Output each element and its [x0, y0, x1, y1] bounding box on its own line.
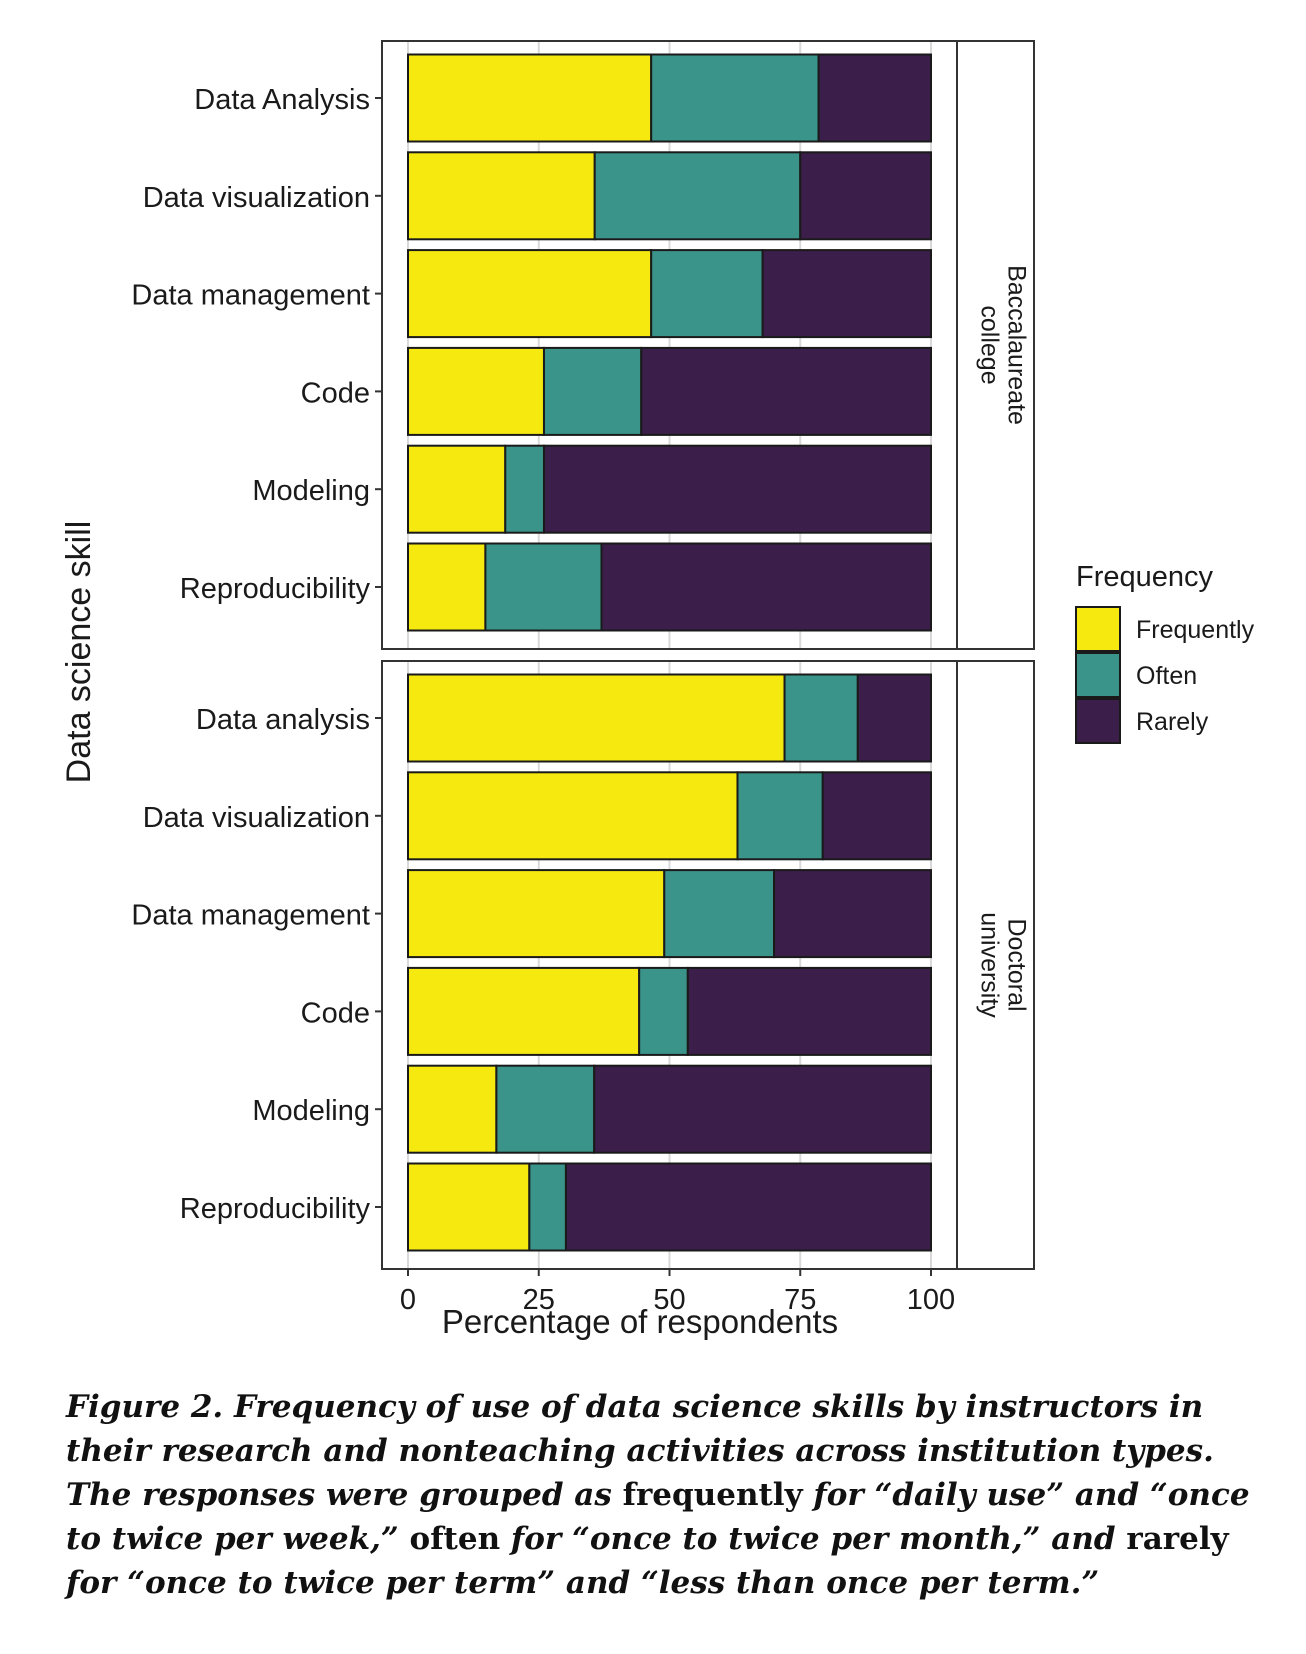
facet-label-line-2: college — [976, 305, 1004, 384]
caption-term-frequently: frequently — [622, 1477, 803, 1513]
bar-segment-rarely — [600, 542, 932, 632]
bar-segment-rarely — [542, 444, 932, 534]
bar-segment-rarely — [821, 771, 933, 861]
bar-segment-rarely — [856, 673, 933, 763]
y-tick-label: Reproducibility — [180, 573, 371, 605]
panel-1: Data Analysis Data visualization Data mana… — [131, 40, 1035, 650]
facet-label-line-1: Baccalaureate — [1003, 265, 1031, 425]
bar-segment-frequently — [407, 1162, 531, 1252]
x-tick-label: 50 — [653, 1284, 685, 1316]
legend-label-frequently: Frequently — [1136, 616, 1255, 644]
x-axis: 0 25 50 75 100 — [400, 1269, 955, 1316]
y-tick-label: Data Analysis — [194, 84, 370, 116]
bar-segment-frequently — [407, 346, 545, 436]
y-tick-label: Code — [301, 997, 370, 1029]
bar-segment-often — [542, 346, 643, 436]
x-tick-label: 25 — [523, 1284, 555, 1316]
y-tick-label: Data visualization — [143, 802, 370, 834]
bar-segment-often — [650, 249, 764, 339]
facet-label-line-2: university — [976, 912, 1004, 1018]
facet-strip — [956, 660, 1035, 1270]
bar-segment-frequently — [407, 53, 653, 143]
bar-segment-frequently — [407, 151, 596, 241]
bar-segment-rarely — [564, 1162, 932, 1252]
y-tick-label: Data management — [131, 280, 370, 312]
bar-segment-frequently — [407, 542, 487, 632]
bar-segment-frequently — [407, 771, 739, 861]
bar-segment-rarely — [686, 966, 932, 1056]
caption-term-often: often — [409, 1521, 501, 1557]
y-axis-title: Data science skill — [60, 521, 98, 784]
bar-segment-often — [783, 673, 859, 763]
legend-title: Frequency — [1076, 561, 1214, 593]
y-tick-label: Data analysis — [196, 704, 370, 736]
bar-segment-rarely — [799, 151, 932, 241]
bar-segment-frequently — [407, 1064, 498, 1154]
x-tick-label: 100 — [907, 1284, 955, 1316]
bar-segment-rarely — [761, 249, 932, 339]
bar-segment-often — [663, 869, 776, 959]
legend: Frequency Frequently Often Rarely — [1075, 561, 1255, 744]
x-tick-label: 0 — [400, 1284, 416, 1316]
caption-part-3: for “once to twice per month,” and — [500, 1521, 1127, 1557]
y-tick-label: Data visualization — [143, 182, 370, 214]
x-tick-label: 75 — [784, 1284, 816, 1316]
legend-swatch-frequently — [1075, 606, 1121, 652]
bar-segment-rarely — [773, 869, 932, 959]
legend-swatch-often — [1075, 652, 1121, 698]
facet-strip — [956, 40, 1035, 650]
caption-part-4: for “once to twice per term” and “less t… — [66, 1565, 1100, 1601]
bar-segment-often — [528, 1162, 567, 1252]
legend-swatch-rarely — [1075, 698, 1121, 744]
figure-caption: Figure 2. Frequency of use of data scien… — [66, 1385, 1256, 1605]
bar-segment-rarely — [817, 53, 932, 143]
y-tick-label: Data management — [131, 900, 370, 932]
chart: Data science skill Data Analysis Data vis… — [60, 40, 1255, 1340]
bar-segment-frequently — [407, 444, 507, 534]
y-tick-label: Code — [301, 377, 370, 409]
y-tick-label: Modeling — [252, 1095, 370, 1127]
caption-part-1: Figure 2. Frequency of use of data scien… — [66, 1389, 1214, 1513]
legend-label-often: Often — [1136, 662, 1197, 690]
bar-segment-frequently — [407, 869, 666, 959]
bar-segment-frequently — [407, 966, 641, 1056]
bar-segment-often — [593, 151, 802, 241]
bar-segment-frequently — [407, 249, 653, 339]
bar-segment-often — [495, 1064, 596, 1154]
bar-segment-often — [504, 444, 545, 534]
bar-segment-often — [484, 542, 603, 632]
bar-segment-often — [638, 966, 689, 1056]
y-tick-label: Reproducibility — [180, 1193, 371, 1225]
bar-segment-frequently — [407, 673, 786, 763]
bar-segment-often — [736, 771, 824, 861]
bar-segment-rarely — [593, 1064, 932, 1154]
x-axis-title: Percentage of respondents — [442, 1303, 838, 1340]
y-tick-label: Modeling — [252, 475, 370, 507]
caption-term-rarely: rarely — [1126, 1521, 1229, 1557]
caption-part-2: for “daily use” and “once to twice per w… — [66, 1477, 1250, 1557]
facet-label-line-1: Doctoral — [1003, 918, 1031, 1011]
bar-segment-often — [650, 53, 820, 143]
bar-segment-rarely — [640, 346, 932, 436]
legend-label-rarely: Rarely — [1136, 708, 1209, 736]
panel-2: Data analysis Data visualization Data mana… — [131, 660, 1035, 1270]
